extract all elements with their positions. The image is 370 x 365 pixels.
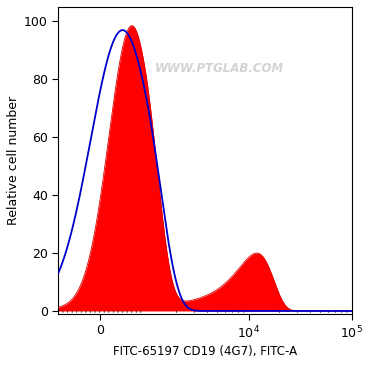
Text: WWW.PTGLAB.COM: WWW.PTGLAB.COM — [155, 62, 284, 75]
Y-axis label: Relative cell number: Relative cell number — [7, 96, 20, 225]
X-axis label: FITC-65197 CD19 (4G7), FITC-A: FITC-65197 CD19 (4G7), FITC-A — [113, 345, 297, 358]
